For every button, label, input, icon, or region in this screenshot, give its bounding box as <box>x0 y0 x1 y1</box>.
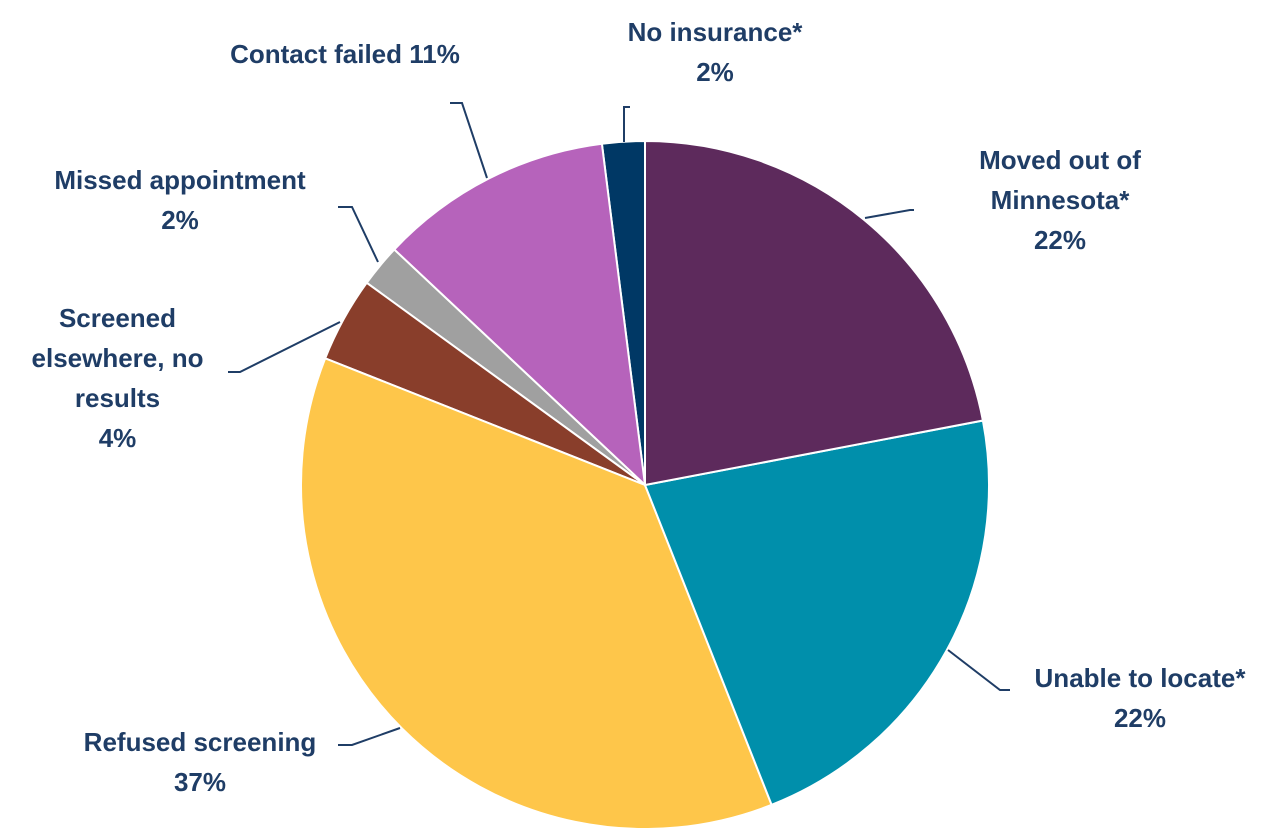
value-label: 22% <box>1033 225 1087 255</box>
slice-label: Contact failed 11% <box>180 34 510 74</box>
leader-line <box>338 206 379 263</box>
category-label: Unable to locate* <box>1034 663 1246 693</box>
value-label: 22% <box>1113 703 1167 733</box>
value-label: 37% <box>173 767 227 797</box>
value-label: 4% <box>98 423 137 453</box>
leader-line <box>864 209 914 219</box>
leader-line <box>338 727 401 746</box>
leader-line <box>947 649 1010 691</box>
slice-label: Unable to locate* 22% <box>1000 658 1273 738</box>
slice-label: No insurance* 2% <box>590 12 840 92</box>
category-label: No insurance* <box>627 17 803 47</box>
pie-slice <box>392 142 647 488</box>
value-label: 2% <box>161 205 199 235</box>
value-label: 11% <box>409 39 460 69</box>
pie-slice <box>643 419 990 807</box>
value-label: 2% <box>696 57 734 87</box>
category-label: Screened elsewhere, no results <box>31 303 204 413</box>
leader-lines <box>228 102 1010 746</box>
category-label: Refused screening <box>83 727 317 757</box>
leader-line <box>450 102 488 179</box>
leader-line <box>623 106 630 142</box>
pie-slice <box>644 139 985 487</box>
category-label: Missed appointment <box>54 165 306 195</box>
category-label: Moved out of Minnesota* <box>979 145 1141 215</box>
category-label: Contact failed <box>230 39 403 69</box>
slice-label: Missed appointment 2% <box>20 160 340 240</box>
slice-label: Moved out of Minnesota* 22% <box>945 140 1175 260</box>
slice-label: Refused screening 37% <box>60 722 340 802</box>
slice-label: Screened elsewhere, no results 4% <box>10 298 225 458</box>
pie-slice <box>300 357 773 828</box>
leader-line <box>228 321 341 373</box>
